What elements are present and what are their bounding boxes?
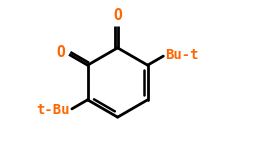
Text: t-Bu: t-Bu bbox=[37, 103, 70, 117]
Text: O: O bbox=[113, 8, 121, 23]
Text: Bu-t: Bu-t bbox=[164, 48, 198, 62]
Text: O: O bbox=[56, 45, 65, 60]
